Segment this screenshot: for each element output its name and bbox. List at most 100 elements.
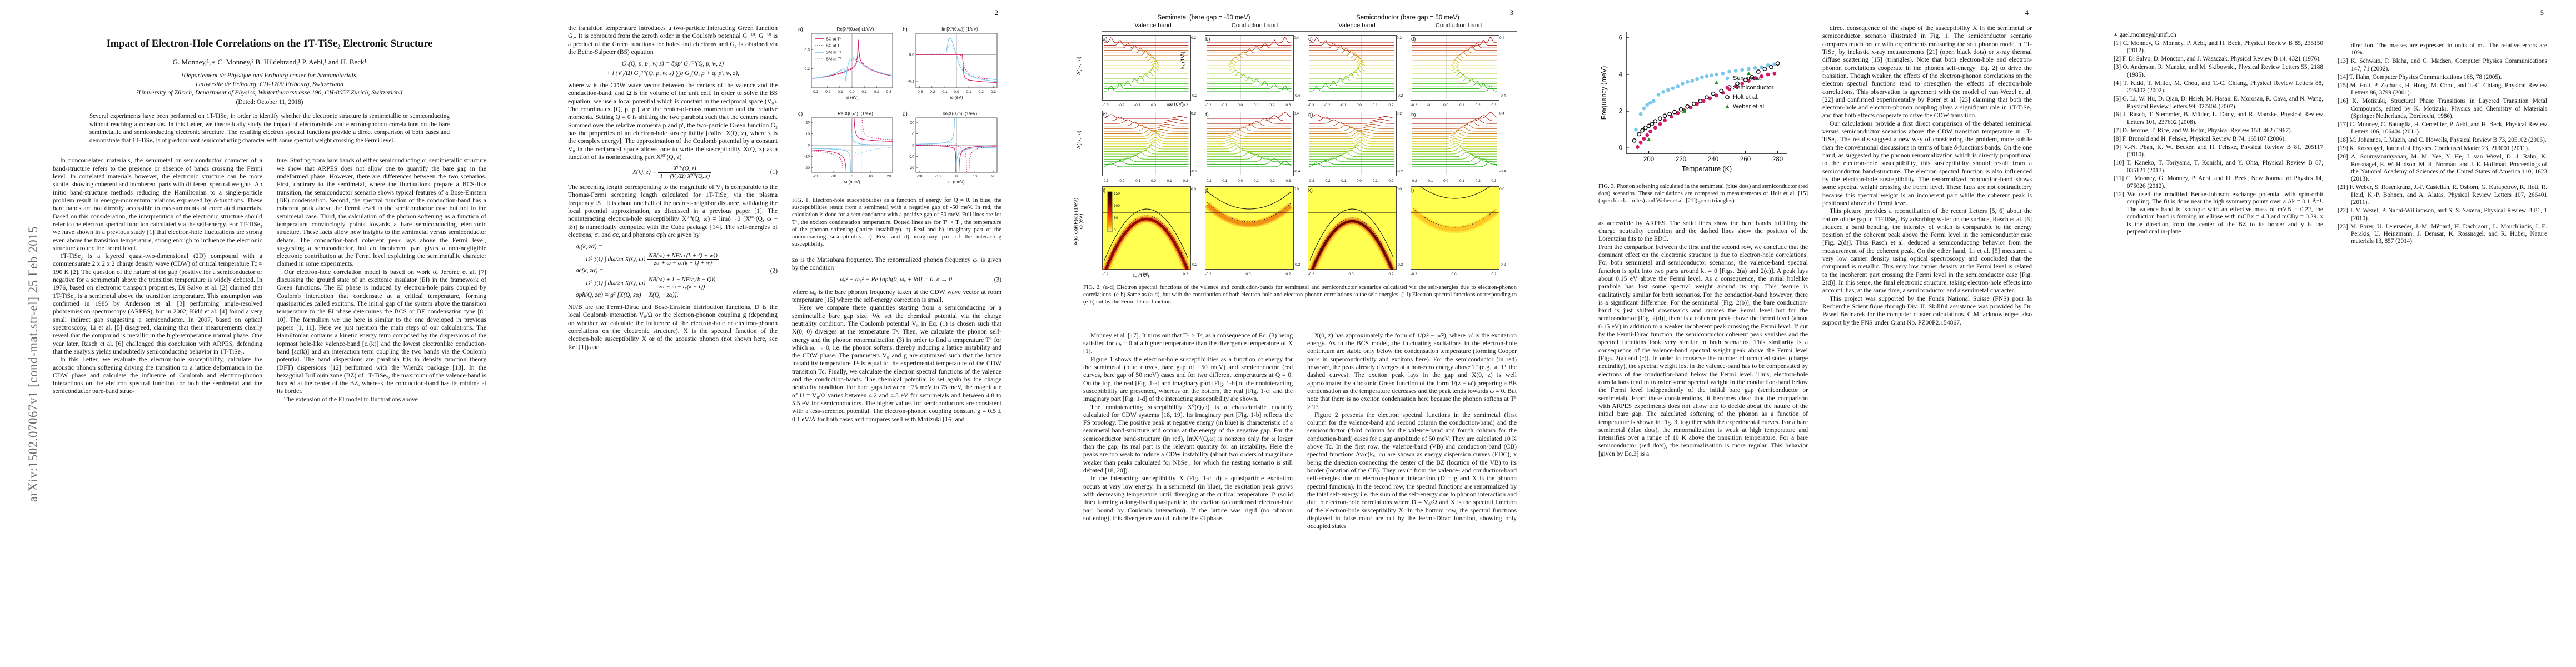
fig2-right-tick: -0.2 — [1294, 263, 1301, 267]
tick-label: 0.3 — [1285, 103, 1291, 107]
paragraph: This picture provides a reconciliation o… — [1822, 207, 2032, 295]
svg-text:0.1: 0.1 — [861, 90, 867, 94]
fig2-panel-l-plot — [1410, 180, 1499, 270]
tick-label: 0.2 — [1388, 179, 1394, 183]
fig2-right-tick: -0.4 — [1294, 94, 1301, 98]
fig2-right-tick: -0.2 — [1191, 94, 1198, 98]
reference-item: [1] C. Monney, G. Monney, P. Aebi, and H… — [2114, 40, 2323, 54]
paragraph: In the interacting susceptibility X (Fig… — [1083, 475, 1293, 522]
svg-text:-0.2: -0.2 — [824, 90, 830, 94]
tick-label: -0.2 — [1205, 179, 1212, 183]
tick-label: -0.3 — [1308, 103, 1314, 107]
svg-text:6: 6 — [1619, 34, 1622, 41]
page4-left-column: 200 220 240 260 280 0 2 4 6 Temperature (K) Freque… — [1598, 24, 1808, 458]
svg-text:-20: -20 — [804, 166, 810, 170]
reference-item: [21] F. Weber, S. Rosenkranz, J.-P. Cast… — [2338, 184, 2547, 206]
tick-label: -0.2 — [1411, 179, 1417, 183]
tick-label: -0.2 — [1205, 272, 1212, 276]
svg-text:0.3: 0.3 — [990, 90, 996, 94]
figure-2-headers: Semimetal (bare gap = -50 meV) Valence b… — [1102, 14, 1517, 32]
svg-text:-10: -10 — [804, 155, 810, 159]
figure-2: Semimetal (bare gap = -50 meV) Valence b… — [1073, 14, 1517, 306]
svg-text:b): b) — [903, 27, 908, 33]
fig2-group2-title: Semiconductor (bare gap = 50 meV) — [1356, 14, 1459, 21]
fig2-x-ticks: -0.3 -0.2 -0.1 0.0 0.1 0.2 — [1308, 103, 1407, 109]
paragraph: 1T-TiSe₂ is a layered quasi-two-dimensio… — [53, 252, 262, 355]
fig2-right-tick: 0.2 — [1397, 36, 1402, 40]
fig2-right-tick: 0.0 — [1294, 187, 1299, 191]
author-line: G. Monney,¹,∗ C. Monney,² B. Hildebrand,… — [172, 58, 367, 67]
tick-label: -0.2 — [1411, 272, 1417, 276]
fig2-panel-label: b) — [1205, 36, 1210, 42]
tick-label: 0.0 — [1356, 179, 1362, 183]
tick-label: 0.1 — [1167, 179, 1172, 183]
svg-text:-0.2: -0.2 — [928, 90, 935, 94]
fig1-panel-c: c) Re[X(0,ω)] (1/eV) -20 -10 0 10 20 20 10 0 -10 -2… — [793, 109, 897, 193]
fig2-right-tick: -0.2 — [1397, 263, 1403, 267]
fig1-panel-d: d) Im[X(0,ω)] (1/eV) -20 -10 0 10 20 20 10 0 -10 -2… — [897, 109, 1001, 193]
svg-text:ω (meV): ω (meV) — [948, 180, 965, 185]
tick-label: 0.0 — [1238, 103, 1243, 107]
fig2-x-ticks: -0.2 -0.1 0.0 0.1 0.2 0.3 — [1411, 179, 1509, 185]
fig1-panel-b-plot: b) Im[X⁰(0,ω)] (1/eV) -0.3 -0.2 -0.1 0.0 0.1 0.… — [903, 27, 997, 100]
svg-text:SM at Tˣ: SM at Tˣ — [826, 50, 842, 55]
svg-text:Weber et al.: Weber et al. — [1733, 103, 1766, 110]
fig2-panel-label: f) — [1205, 112, 1209, 118]
fig2-right-tick: 0.0 — [1191, 187, 1197, 191]
svg-text:SC at Tˣ: SC at Tˣ — [826, 37, 841, 42]
fig2-panel-a-plot — [1102, 35, 1191, 101]
fig2-right-tick: -0.4 — [1499, 170, 1506, 173]
fig2-panel-label: c) — [1308, 36, 1313, 42]
svg-text:-10: -10 — [830, 175, 836, 178]
svg-text:260: 260 — [1740, 156, 1751, 163]
page1-right-column: ture. Starting from bare bands of either… — [277, 157, 486, 404]
reference-item: [10] T. Kaneko, T. Toriyama, T. Konishi,… — [2114, 160, 2323, 174]
tick-label: 0.0 — [1245, 272, 1251, 276]
fig2-panel-label: l) — [1411, 187, 1414, 193]
page-5: 5 ∗ gael.monney@unifr.ch [1] C. Monney, … — [2061, 0, 2576, 667]
fig2-kx-label: kₓ (1/Å) — [1180, 51, 1187, 69]
svg-text:20: 20 — [886, 175, 891, 178]
svg-text:0: 0 — [1619, 145, 1622, 152]
tick-label: 0.2 — [1183, 272, 1188, 276]
paragraph: Figure 2 presents the electron spectral … — [1307, 411, 1517, 530]
fig2-x-ticks: -0.3 -0.2 -0.1 0.0 0.1 0.2 — [1308, 179, 1407, 185]
paragraph: The screening length corresponding to th… — [568, 183, 778, 238]
paragraph: In this Letter, we evaluate the electron… — [53, 356, 262, 395]
svg-text:0.3: 0.3 — [886, 90, 891, 94]
arxiv-stamp: arXiv:1502.07067v1 [cond-mat.str-el] 25 … — [26, 226, 40, 502]
tick-label: 0.0 — [1348, 272, 1354, 276]
svg-text:20: 20 — [805, 121, 810, 125]
fig2-right-tick: 0.2 — [1397, 112, 1402, 116]
paragraph: the transition temperature introduces a … — [568, 24, 778, 56]
fig2-x-ticks: -0.2 0.0 0.2 — [1411, 272, 1509, 278]
fig2-panel-l: l) 0.0 -0.2 -0.2 0.0 0.2 — [1410, 180, 1509, 278]
fig2-omega-label: ω (eV) — [1169, 101, 1184, 107]
fig2-panel-d-plot — [1411, 35, 1499, 101]
fig2-x-ticks: -0.2 -0.1 0.0 0.1 0.2 0.3 — [1411, 103, 1509, 109]
svg-text:c): c) — [798, 111, 803, 117]
fig2-panel-f: f) 0.4 -0.4 -0.2 -0.1 0.0 0.1 0.2 0.3 — [1205, 111, 1304, 185]
fig2-panel-label: e) — [1103, 112, 1108, 118]
svg-text:-10: -10 — [935, 175, 940, 178]
page-number: 3 — [1509, 9, 1513, 17]
page5-right-column: direction. The masses are expressed in u… — [2338, 42, 2547, 246]
svg-text:-0.3: -0.3 — [916, 90, 923, 94]
fig2-panel-k-plot — [1306, 186, 1397, 277]
tick-label: 0.1 — [1459, 179, 1464, 183]
reference-item: [6] J. Rasch, T. Stemmler, B. Müller, L.… — [2114, 111, 2323, 126]
dated-line: (Dated: October 11, 2018) — [236, 99, 303, 106]
reference-item: [19] K. Rossnagel, Journal of Physics. C… — [2338, 145, 2529, 152]
svg-text:150: 150 — [1114, 192, 1120, 196]
reference-item: [9] V.-N. Phan, K. W. Becker, and H. Feh… — [2114, 143, 2323, 158]
page3-right-column: X(0, z) has approximately the form of 1/… — [1307, 332, 1517, 531]
tick-label: -0.3 — [1308, 179, 1314, 183]
svg-text:0.1: 0.1 — [966, 90, 971, 94]
svg-text:ω (eV): ω (eV) — [845, 95, 858, 100]
svg-text:0.0: 0.0 — [909, 53, 914, 57]
tick-label: -0.3 — [1102, 179, 1109, 183]
page1-left-column: In noncorrelated materials, the semimeta… — [53, 157, 262, 404]
fig2-panel-label: d) — [1411, 36, 1416, 42]
fig2-sub-conduction: Conduction band — [1231, 22, 1278, 29]
fig2-x-ticks: -0.2 -0.1 0.0 0.1 0.2 0.3 — [1205, 103, 1304, 109]
